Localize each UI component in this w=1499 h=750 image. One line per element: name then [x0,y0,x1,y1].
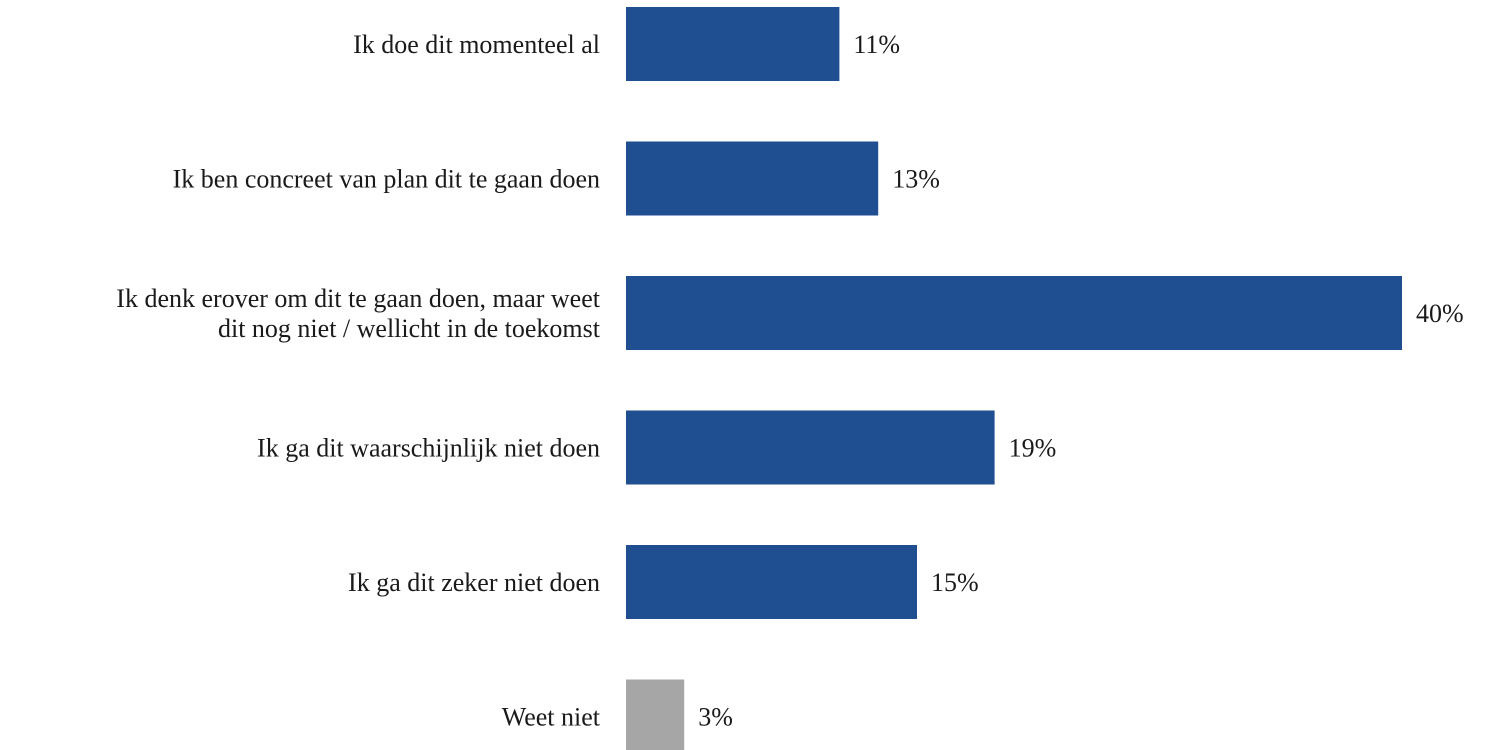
value-label-2: 13% [892,165,940,194]
category-label-1: Ik doe dit momenteel al [353,30,600,59]
category-label-6: Weet niet [502,703,601,732]
category-labels-layer: Ik doe dit momenteel al Ik ben concreet v… [116,30,600,732]
bar-6 [626,679,685,750]
category-label-line: dit nog niet / wellicht in de toekomst [218,314,601,343]
category-label-line: Ik doe dit momenteel al [353,30,600,59]
bar-2 [626,141,879,216]
category-label-line: Ik ga dit waarschijnlijk niet doen [257,434,600,463]
value-label-1: 11% [853,30,900,59]
category-label-2: Ik ben concreet van plan dit te gaan doe… [173,165,600,194]
value-label-5: 15% [931,568,979,597]
category-label-line: Ik ben concreet van plan dit te gaan doe… [173,165,600,194]
bars-layer [626,7,1402,750]
value-labels-layer: 11% 13% 40% 19% 15% 3% [698,30,1463,732]
bar-5 [626,545,917,619]
bar-1 [626,7,840,81]
category-label-4: Ik ga dit waarschijnlijk niet doen [257,434,600,463]
category-label-3: Ik denk erover om dit te gaan doen, maar… [116,284,600,343]
bar-4 [626,410,995,485]
value-label-3: 40% [1416,299,1464,328]
category-label-line: Ik ga dit zeker niet doen [348,568,600,597]
bar-3 [626,276,1402,350]
category-label-5: Ik ga dit zeker niet doen [348,568,600,597]
category-label-line: Weet niet [502,703,601,732]
value-label-4: 19% [1009,434,1057,463]
category-label-line: Ik denk erover om dit te gaan doen, maar… [116,284,600,313]
value-label-6: 3% [698,703,733,732]
